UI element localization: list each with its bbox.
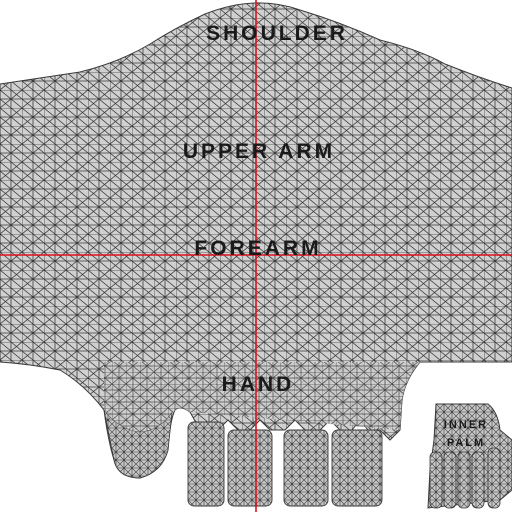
finger-mesh-4	[331, 429, 383, 507]
label-inner-palm-line1: INNER	[444, 419, 488, 431]
inner-palm-finger-3	[457, 451, 471, 509]
inner-palm-finger-1	[429, 451, 443, 509]
finger-mesh-1	[187, 421, 225, 507]
finger-mesh-3	[283, 429, 329, 507]
inner-palm-finger-2	[443, 451, 457, 509]
inner-palm-finger-5	[487, 447, 501, 509]
finger-meshes	[187, 421, 383, 507]
label-upper-arm: UPPER ARM	[183, 140, 335, 163]
hand-fine-mesh	[104, 362, 420, 432]
label-hand: HAND	[222, 373, 295, 396]
finger-mesh-2	[227, 429, 273, 507]
label-shoulder: SHOULDER	[206, 22, 348, 45]
inner-palm-finger-meshes	[429, 447, 501, 509]
label-inner-palm-line2: PALM	[447, 437, 485, 449]
label-forearm: FOREARM	[194, 237, 321, 260]
inner-palm-finger-4	[471, 451, 485, 509]
